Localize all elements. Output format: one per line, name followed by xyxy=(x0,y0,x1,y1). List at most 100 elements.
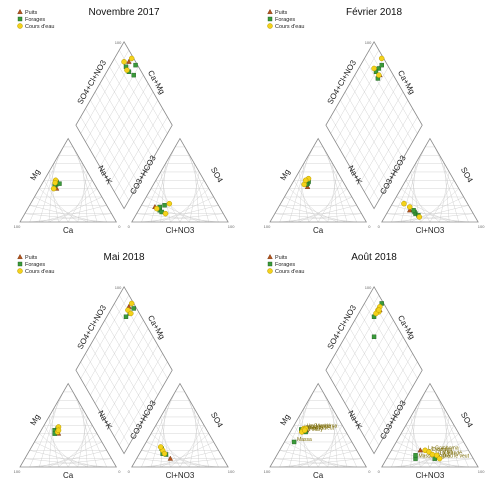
forage-anion-point xyxy=(413,453,418,458)
forage-cation-point xyxy=(57,181,62,186)
grid-line xyxy=(308,188,348,223)
grid-line xyxy=(99,328,149,412)
point-label: Ingha xyxy=(438,454,451,460)
cours-eau-diamond-point xyxy=(376,307,382,313)
cours-eau-cation-point xyxy=(55,427,62,434)
grid-line xyxy=(29,213,112,223)
point-label: La Mandé xyxy=(440,450,462,456)
grid-line xyxy=(34,441,88,468)
point-label: La Gomborna xyxy=(428,445,459,451)
point-label: Dieu le veut xyxy=(308,425,335,431)
legend-puits-label: Puits xyxy=(275,255,287,261)
tick-label: 100 xyxy=(478,224,485,229)
grid-line xyxy=(109,66,158,151)
cours-eau-anion-point xyxy=(401,200,407,207)
axis-label-ca-mg: Ca+Mg xyxy=(146,69,167,96)
cation-triangle xyxy=(269,382,368,468)
triangle-frame xyxy=(381,137,479,223)
tick-label: 0 xyxy=(368,224,371,229)
legend-forages-marker xyxy=(267,261,273,267)
grid-line xyxy=(43,180,69,223)
chart-title: Mai 2018 xyxy=(103,252,145,263)
grid-line xyxy=(90,66,139,151)
triangle-frame xyxy=(381,382,479,468)
grid-line xyxy=(94,320,144,404)
grid-line xyxy=(160,441,214,468)
cours-eau-cation-point xyxy=(50,185,57,192)
grid-line xyxy=(24,213,107,223)
tick-label: 0 xyxy=(118,469,121,474)
point-label: Massa xyxy=(297,437,312,443)
cation-triangle xyxy=(269,137,368,223)
series-cours-eau xyxy=(301,55,423,220)
tick-label: 0 xyxy=(378,469,381,474)
grid-line xyxy=(298,441,352,468)
legend-puits-marker xyxy=(17,8,23,15)
anion-triangle xyxy=(131,382,229,468)
grid-line xyxy=(391,205,459,223)
grid-line xyxy=(39,205,107,223)
grid-line xyxy=(150,433,190,468)
point-label: Ingha xyxy=(304,424,317,430)
legend-forages-marker xyxy=(17,16,23,22)
grid-line xyxy=(340,66,389,151)
chart-title: Février 2018 xyxy=(346,7,403,18)
grid-line xyxy=(391,450,459,468)
axis-label-na-k: Na+K xyxy=(346,409,364,432)
grid-line xyxy=(330,50,380,134)
grid-line xyxy=(114,303,163,387)
cours-eau-diamond-point xyxy=(371,65,377,72)
axis-label-mg: Mg xyxy=(278,168,291,182)
grid-line xyxy=(340,311,389,396)
tick-label: 100 xyxy=(478,469,485,474)
axis-label-ca: Ca xyxy=(313,226,324,235)
axis-label-ca-mg: Ca+Mg xyxy=(396,69,417,96)
axis-label-ca-mg: Ca+Mg xyxy=(146,314,167,341)
cours-eau-anion-point xyxy=(416,214,423,220)
series-forage xyxy=(303,62,421,218)
series-puits xyxy=(53,58,158,209)
grid-line xyxy=(29,450,98,468)
grid-line xyxy=(141,458,224,468)
cours-eau-anion-point xyxy=(157,444,164,450)
axis-label-so4: SO4 xyxy=(209,411,225,430)
cours-eau-diamond-point xyxy=(376,72,382,78)
axis-label-mg: Mg xyxy=(28,168,41,182)
diamond-frame xyxy=(75,40,173,210)
grid-line xyxy=(146,441,200,468)
legend-forages-label: Forages xyxy=(275,17,295,23)
cours-eau-anion-point xyxy=(436,455,443,462)
cours-eau-anion-point xyxy=(406,204,413,210)
grid-line xyxy=(24,458,107,468)
anion-triangle xyxy=(381,137,479,223)
forage-diamond-point xyxy=(376,66,382,71)
grid-line xyxy=(279,450,348,468)
tick-label: 0 xyxy=(128,224,131,229)
point-label: La Mary xyxy=(435,449,454,455)
grid-line xyxy=(391,458,474,468)
puits-diamond-point xyxy=(126,58,132,64)
grid-line xyxy=(354,320,404,404)
axis-label-ca: Ca xyxy=(313,471,324,480)
axis-label-so4-cl-no3: SO4+Cl+NO3 xyxy=(326,58,359,106)
grid-line xyxy=(80,50,130,134)
tick-label: 100 xyxy=(115,40,122,45)
legend-cours-eau-marker xyxy=(267,268,273,274)
tick-label: 100 xyxy=(228,224,235,229)
cours-eau-diamond-point xyxy=(121,59,127,65)
forage-diamond-point xyxy=(133,62,138,68)
triangle-frame xyxy=(131,137,229,223)
cours-eau-diamond-point xyxy=(128,310,134,317)
axis-label-cl-no3: Cl+NO3 xyxy=(166,226,195,235)
grid-line xyxy=(279,205,348,223)
grid-line xyxy=(179,425,205,468)
tick-label: 0 xyxy=(118,224,121,229)
cours-eau-cation-point xyxy=(52,180,58,186)
diamond-grid xyxy=(75,40,173,210)
legend-puits-label: Puits xyxy=(275,10,287,16)
grid-line xyxy=(94,75,144,159)
